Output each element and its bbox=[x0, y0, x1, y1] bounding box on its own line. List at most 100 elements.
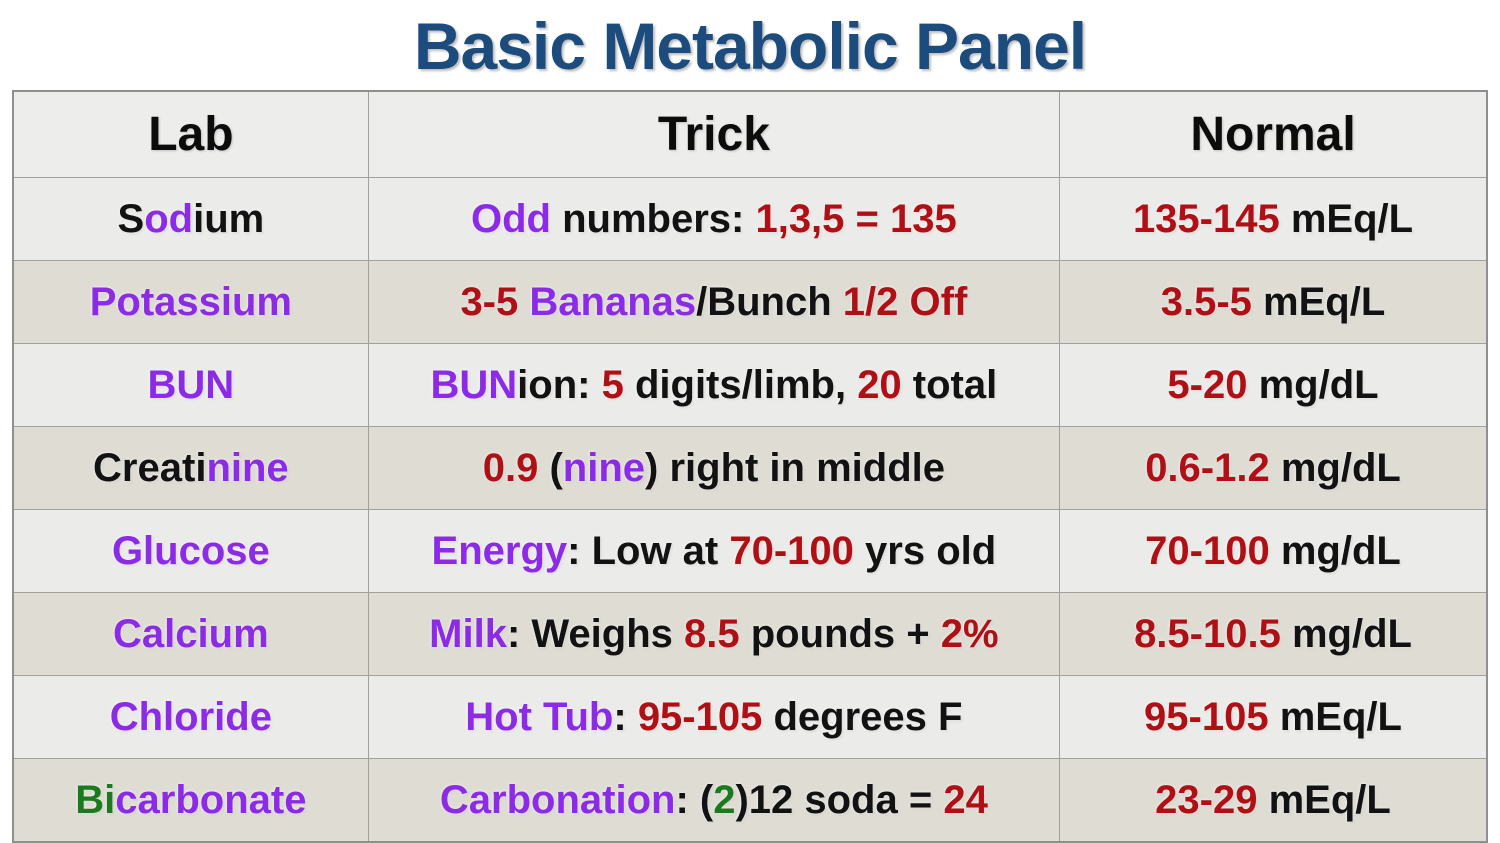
text-segment: 24 bbox=[943, 777, 988, 822]
table-row: Bicarbonate Carbonation: (2)12 soda = 24 2… bbox=[12, 758, 1488, 843]
text-segment: 70-100 bbox=[729, 528, 854, 573]
text-segment: 2 bbox=[713, 777, 736, 822]
column-header-trick: Trick bbox=[367, 90, 1061, 178]
text-segment: pounds + bbox=[739, 611, 941, 656]
normal-cell: 23-29 mEq/L bbox=[1059, 758, 1488, 843]
text-segment: numbers: bbox=[550, 196, 756, 241]
trick-cell: BUNion: 5 digits/limb, 20 total bbox=[367, 343, 1061, 427]
text-segment: )12 soda = bbox=[735, 777, 944, 822]
text-segment: 5 bbox=[601, 362, 624, 407]
text-segment: Bi bbox=[75, 777, 116, 822]
trick-cell: 3-5 Bananas/Bunch 1/2 Off bbox=[367, 260, 1061, 344]
text-segment: 0.9 bbox=[482, 445, 539, 490]
text-segment: mg/dL bbox=[1269, 528, 1401, 573]
trick-cell: Milk: Weighs 8.5 pounds + 2% bbox=[367, 592, 1061, 676]
text-segment: 70-100 bbox=[1145, 528, 1270, 573]
table-row: Chloride Hot Tub: 95-105 degrees F 95-105 … bbox=[12, 675, 1488, 759]
text-segment: 1/2 Off bbox=[842, 279, 968, 324]
column-header-lab: Lab bbox=[12, 90, 369, 178]
text-segment: BUN bbox=[147, 362, 235, 407]
text-segment: degrees F bbox=[762, 694, 963, 739]
text-segment: /Bunch bbox=[696, 279, 843, 324]
text-segment: S bbox=[117, 196, 145, 241]
text-segment: ion: bbox=[517, 362, 602, 407]
text-segment: 1,3,5 = 135 bbox=[755, 196, 957, 241]
text-segment: Chloride bbox=[109, 694, 272, 739]
text-segment: yrs old bbox=[853, 528, 997, 573]
table-row: BUN BUNion: 5 digits/limb, 20 total 5-20 m… bbox=[12, 343, 1488, 427]
text-segment bbox=[518, 280, 529, 324]
table-row: Glucose Energy: Low at 70-100 yrs old 70-1… bbox=[12, 509, 1488, 593]
trick-cell: Carbonation: (2)12 soda = 24 bbox=[367, 758, 1061, 843]
text-segment: mEq/L bbox=[1279, 196, 1414, 241]
column-header-normal: Normal bbox=[1059, 90, 1488, 178]
table-row: Sodium Odd numbers: 1,3,5 = 135 135-145 mE… bbox=[12, 177, 1488, 261]
text-segment: 8.5 bbox=[684, 611, 740, 656]
text-segment: : Weighs bbox=[506, 611, 685, 656]
header-row: Lab Trick Normal bbox=[12, 90, 1488, 178]
lab-cell: Sodium bbox=[12, 177, 369, 261]
text-segment: 20 bbox=[857, 362, 902, 407]
text-segment: Energy bbox=[431, 528, 568, 573]
text-segment: Hot Tub bbox=[465, 694, 614, 739]
text-segment: mEq/L bbox=[1257, 777, 1391, 822]
text-segment: mg/dL bbox=[1247, 362, 1379, 407]
text-segment: Carbonation bbox=[439, 777, 676, 822]
table-row: Creatinine 0.9 (nine) right in middle 0.6-… bbox=[12, 426, 1488, 510]
text-segment: mEq/L bbox=[1251, 279, 1386, 324]
text-segment: 8.5-10.5 bbox=[1134, 611, 1281, 656]
text-segment: Odd bbox=[470, 196, 551, 241]
text-segment: 0.6-1.2 bbox=[1145, 445, 1270, 490]
text-segment: Milk bbox=[429, 611, 507, 656]
text-segment: 23-29 bbox=[1155, 777, 1258, 822]
text-segment: Glucose bbox=[111, 528, 270, 573]
lab-cell: Potassium bbox=[12, 260, 369, 344]
text-segment: ( bbox=[538, 445, 563, 490]
text-segment: digits/limb, bbox=[623, 362, 858, 407]
normal-cell: 135-145 mEq/L bbox=[1059, 177, 1488, 261]
text-segment: BUN bbox=[430, 362, 518, 407]
normal-cell: 0.6-1.2 mg/dL bbox=[1059, 426, 1488, 510]
text-segment: 95-105 bbox=[637, 694, 763, 739]
lab-cell: Creatinine bbox=[12, 426, 369, 510]
normal-cell: 5-20 mg/dL bbox=[1059, 343, 1488, 427]
text-segment: mg/dL bbox=[1269, 445, 1401, 490]
text-segment: Creati bbox=[93, 445, 207, 490]
trick-cell: 0.9 (nine) right in middle bbox=[367, 426, 1061, 510]
normal-cell: 95-105 mEq/L bbox=[1059, 675, 1488, 759]
text-segment: total bbox=[901, 362, 998, 407]
text-segment: mEq/L bbox=[1268, 694, 1402, 739]
text-segment: mg/dL bbox=[1280, 611, 1412, 656]
text-segment: ) right in middle bbox=[645, 445, 945, 490]
text-segment: nine bbox=[206, 445, 289, 490]
text-segment: 3-5 bbox=[460, 279, 519, 324]
table-row: Calcium Milk: Weighs 8.5 pounds + 2% 8.5-1… bbox=[12, 592, 1488, 676]
metabolic-panel-table: Lab Trick Normal Sodium Odd numbers: 1,3,… bbox=[12, 90, 1488, 843]
lab-cell: Calcium bbox=[12, 592, 369, 676]
text-segment: 2% bbox=[940, 611, 999, 656]
text-segment: od bbox=[144, 196, 194, 241]
text-segment: nine bbox=[562, 445, 646, 490]
text-segment: 3.5-5 bbox=[1160, 279, 1252, 324]
text-segment: carbonate bbox=[115, 777, 307, 822]
text-segment: Calcium bbox=[113, 611, 269, 656]
trick-cell: Energy: Low at 70-100 yrs old bbox=[367, 509, 1061, 593]
table-row: Potassium 3-5 Bananas/Bunch 1/2 Off 3.5-5 … bbox=[12, 260, 1488, 344]
normal-cell: 8.5-10.5 mg/dL bbox=[1059, 592, 1488, 676]
text-segment: 5-20 bbox=[1167, 362, 1248, 407]
normal-cell: 70-100 mg/dL bbox=[1059, 509, 1488, 593]
lab-cell: Chloride bbox=[12, 675, 369, 759]
text-segment: : Low at bbox=[567, 528, 730, 573]
lab-cell: Glucose bbox=[12, 509, 369, 593]
text-segment: 135-145 bbox=[1132, 196, 1280, 241]
page-title: Basic Metabolic Panel bbox=[413, 9, 1087, 83]
text-segment: 95-105 bbox=[1144, 694, 1269, 739]
text-segment: Bananas bbox=[529, 279, 697, 324]
text-segment: : bbox=[613, 694, 638, 739]
lab-cell: Bicarbonate bbox=[12, 758, 369, 843]
trick-cell: Hot Tub: 95-105 degrees F bbox=[367, 675, 1061, 759]
normal-cell: 3.5-5 mEq/L bbox=[1059, 260, 1488, 344]
text-segment: Potassium bbox=[89, 279, 292, 324]
text-segment: ium bbox=[193, 196, 265, 241]
trick-cell: Odd numbers: 1,3,5 = 135 bbox=[367, 177, 1061, 261]
